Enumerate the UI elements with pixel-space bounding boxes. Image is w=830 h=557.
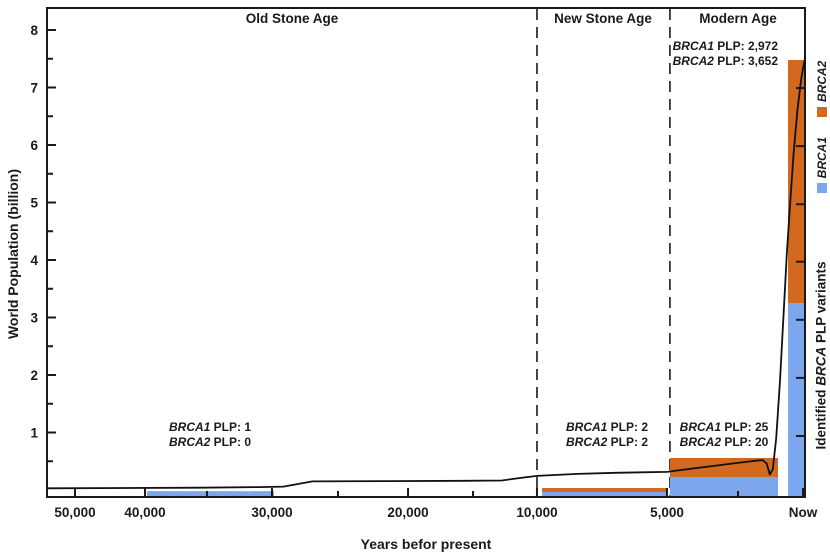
gene-name: BRCA1 <box>679 420 721 434</box>
annotation-line: BRCA2 PLP: 0 <box>169 435 251 450</box>
era-divider-lines <box>536 9 671 496</box>
bar-now-brca1 <box>788 303 805 497</box>
annotation-old-stone: BRCA1 PLP: 1 BRCA2 PLP: 0 <box>169 420 251 451</box>
annotation-line: BRCA1 PLP: 1 <box>169 420 251 435</box>
annotation-line: BRCA2 PLP: 3,652 <box>673 54 778 69</box>
legend-label-brca2: BRCA2 <box>815 60 829 102</box>
era-label-modern-age: Modern Age <box>699 11 777 26</box>
y2-title-suffix: PLP variants <box>813 261 829 347</box>
legend-swatch-brca2-icon <box>817 107 827 117</box>
population-line <box>46 59 806 490</box>
y-tick-label: 4 <box>30 253 38 268</box>
y2-title-prefix: Identified <box>813 385 829 450</box>
plot-border <box>46 7 806 498</box>
brca-variant-bars <box>146 60 805 497</box>
legend-label-brca1: BRCA1 <box>815 137 829 179</box>
legend: BRCA1 BRCA2 <box>815 53 829 201</box>
gene-name: BRCA2 <box>565 435 608 450</box>
bar-modern-brca1 <box>669 477 779 497</box>
y-axis-ticks: 1 2 3 4 5 6 7 8 <box>30 23 56 463</box>
gene-name: BRCA2 <box>672 54 714 69</box>
y-axis-title: World Population (billion) <box>5 168 21 340</box>
y2-axis-title: Identified BRCA PLP variants <box>814 211 829 501</box>
y-tick-label: 2 <box>30 368 38 383</box>
annotation-line: BRCA1 PLP: 2,972 <box>673 39 778 54</box>
plp-count: PLP: 25 <box>720 420 769 434</box>
x-axis-ticks: 50,000 40,000 30,000 20,000 10,000 5,000 Now <box>54 488 818 520</box>
bar-now-brca2 <box>788 60 805 304</box>
plp-count: PLP: 0 <box>210 435 252 450</box>
annotation-modern: BRCA1 PLP: 25 BRCA2 PLP: 20 <box>680 420 769 451</box>
gene-name: BRCA2 <box>168 435 211 450</box>
plp-count: PLP: 2 <box>607 435 649 450</box>
gene-name: BRCA1 <box>168 420 211 434</box>
plp-count: PLP: 1 <box>210 420 252 434</box>
bar-new-stone-brca2 <box>542 487 668 493</box>
bar-modern-brca2 <box>669 457 779 478</box>
x-tick-label: Now <box>789 505 818 520</box>
plp-count: PLP: 2,972 <box>713 39 778 53</box>
plp-count: PLP: 20 <box>720 435 769 450</box>
bar-new-stone-brca1 <box>542 492 668 497</box>
era-label-old-stone-age: Old Stone Age <box>245 11 339 26</box>
gene-name: BRCA1 <box>672 39 714 53</box>
plp-count: PLP: 3,652 <box>713 54 778 69</box>
annotation-line: BRCA2 PLP: 2 <box>566 435 648 450</box>
gene-name: BRCA2 <box>679 435 721 450</box>
x-tick-label: 50,000 <box>54 505 95 520</box>
world-population-curve <box>46 59 806 490</box>
bar-old-stone-brca1 <box>146 491 275 497</box>
x-tick-label: 10,000 <box>516 505 557 520</box>
y-tick-label: 7 <box>30 81 38 96</box>
x-tick-label: 30,000 <box>251 505 292 520</box>
x-tick-label: 40,000 <box>124 505 165 520</box>
x-tick-label: 20,000 <box>387 505 428 520</box>
y-tick-label: 5 <box>30 196 38 211</box>
y2-title-gene: BRCA <box>813 346 829 386</box>
era-label-new-stone-age: New Stone Age <box>554 11 652 26</box>
legend-item-brca2: BRCA2 <box>815 61 829 117</box>
y-tick-label: 6 <box>30 138 38 153</box>
legend-swatch-brca1-icon <box>817 183 827 194</box>
y-tick-label: 3 <box>30 311 38 326</box>
gene-name: BRCA1 <box>565 420 608 434</box>
annotation-line: BRCA1 PLP: 25 <box>680 420 769 435</box>
x-tick-label: 5,000 <box>650 505 684 520</box>
annotation-line: BRCA2 PLP: 20 <box>680 435 769 450</box>
annotation-now-totals: BRCA1 PLP: 2,972 BRCA2 PLP: 3,652 <box>673 39 778 70</box>
plot-frame <box>46 7 806 498</box>
y-tick-label: 8 <box>30 23 38 38</box>
legend-item-brca1: BRCA1 <box>815 137 829 194</box>
annotation-new-stone: BRCA1 PLP: 2 BRCA2 PLP: 2 <box>566 420 648 451</box>
plp-count: PLP: 2 <box>607 420 649 434</box>
annotation-line: BRCA1 PLP: 2 <box>566 420 648 435</box>
x-axis-title: Years befor present <box>360 536 492 552</box>
y-tick-label: 1 <box>30 426 38 441</box>
